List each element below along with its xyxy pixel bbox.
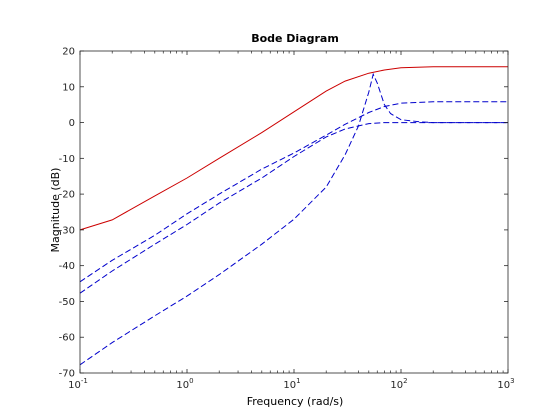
y-tick-label: -50: [59, 297, 75, 308]
y-tick-label: -30: [59, 225, 75, 236]
y-tick-label: -70: [59, 369, 75, 380]
ticks: 10-1 100 101 102 10320100-10-20-30-40-50-60-…: [59, 47, 515, 392]
x-tick-exponent: 0: [189, 377, 193, 385]
y-tick-label: -60: [59, 333, 75, 344]
x-axis-label: Frequency (rad/s): [247, 395, 344, 408]
series-line-3: [79, 122, 508, 294]
y-tick-label: 20: [62, 47, 75, 58]
y-tick-label: 0: [69, 118, 75, 129]
y-tick-label: -20: [59, 190, 75, 201]
series-group: [79, 66, 508, 366]
x-tick-exponent: 3: [510, 377, 514, 385]
chart-title: Bode Diagram: [251, 32, 339, 45]
x-tick-exponent: -1: [81, 377, 88, 385]
x-tick-label: 102: [390, 377, 407, 391]
x-tick-label: 103: [497, 377, 514, 391]
y-tick-label: 10: [62, 82, 75, 93]
plot-area: [80, 51, 508, 373]
x-tick-exponent: 1: [296, 377, 300, 385]
series-line-2: [79, 101, 508, 283]
series-line-4: [79, 72, 508, 366]
x-tick-label: 100: [176, 377, 193, 391]
y-tick-label: -10: [59, 154, 75, 165]
x-tick-exponent: 2: [403, 377, 407, 385]
y-axis-label: Magnitude (dB): [49, 168, 62, 253]
axes: [80, 51, 508, 373]
x-tick-label: 101: [283, 377, 300, 391]
series-line-1: [79, 66, 508, 231]
x-tick-label: 10-1: [68, 377, 88, 391]
y-tick-label: -40: [59, 261, 75, 272]
